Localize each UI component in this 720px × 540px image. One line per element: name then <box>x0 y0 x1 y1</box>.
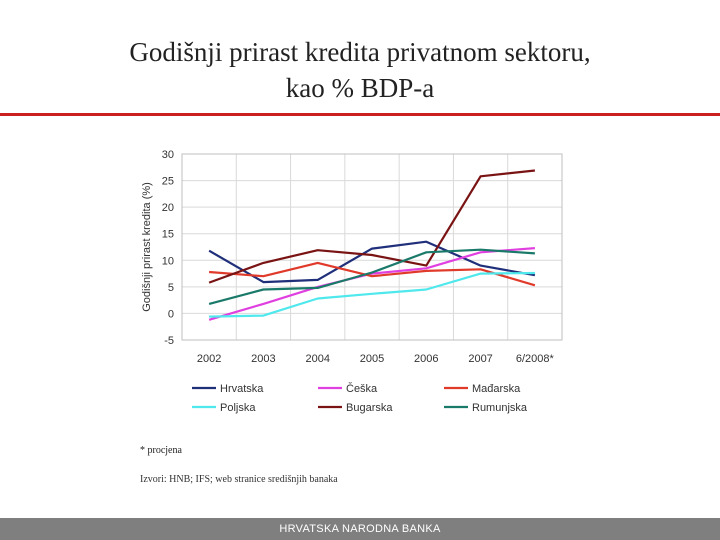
footnote: * procjena <box>140 445 182 456</box>
series-line-Rumunjska <box>208 248 535 305</box>
legend-label: Rumunjska <box>472 402 528 414</box>
y-tick-label: 10 <box>162 255 174 267</box>
x-tick-label: 2002 <box>197 353 221 365</box>
series-line-Češka <box>208 247 535 321</box>
source-note: Izvori: HNB; IFS; web stranice središnji… <box>140 474 338 485</box>
chart-legend: Hrvatska Češka Mađarska Poljska Bugarska Rumu… <box>192 382 528 414</box>
title-divider <box>0 113 720 116</box>
footer-brand: HRVATSKA NARODNA BANKA <box>279 523 441 535</box>
chart-grid <box>181 153 563 341</box>
legend-label: Hrvatska <box>220 383 264 395</box>
x-tick-label: 2007 <box>468 353 492 365</box>
y-tick-label: 20 <box>162 202 174 214</box>
chart-axes: -5 0 5 10 15 20 25 30 2002 2003 2004 2005 2006 2007 6/… <box>141 149 555 365</box>
slide-title-line-2: kao % BDP-a <box>285 73 435 103</box>
y-tick-label: -5 <box>164 335 174 347</box>
legend-label: Bugarska <box>346 402 393 414</box>
series-line-Bugarska <box>208 169 536 284</box>
y-tick-label: 15 <box>162 229 174 241</box>
x-tick-label: 2003 <box>251 353 275 365</box>
x-tick-label: 2006 <box>414 353 438 365</box>
series-line-Mađarska <box>209 261 536 287</box>
y-axis-title: Godišnji prirast kredita (%) <box>141 182 153 312</box>
y-tick-label: 30 <box>162 149 174 161</box>
legend-label: Češka <box>346 382 378 395</box>
series-line-Hrvatska <box>208 240 536 284</box>
plot-frame <box>181 153 563 341</box>
x-tick-label: 2004 <box>305 353 329 365</box>
y-tick-label: 0 <box>168 308 174 320</box>
chart-series <box>208 169 536 321</box>
x-tick-label: 6/2008* <box>516 353 555 365</box>
series-line-Poljska <box>209 271 535 318</box>
x-tick-label: 2005 <box>360 353 384 365</box>
slide-title-line-1: Godišnji prirast kredita privatnom sekto… <box>129 37 591 67</box>
y-tick-label: 25 <box>162 176 174 188</box>
legend-label: Poljska <box>220 402 256 414</box>
slide-title: Godišnji prirast kredita privatnom sekto… <box>0 34 720 106</box>
line-chart: -5 0 5 10 15 20 25 30 2002 2003 2004 2005 2006 2007 6/… <box>141 149 563 414</box>
legend-label: Mađarska <box>472 383 521 395</box>
footer-bar: HRVATSKA NARODNA BANKA <box>0 518 720 540</box>
y-tick-label: 5 <box>168 282 174 294</box>
